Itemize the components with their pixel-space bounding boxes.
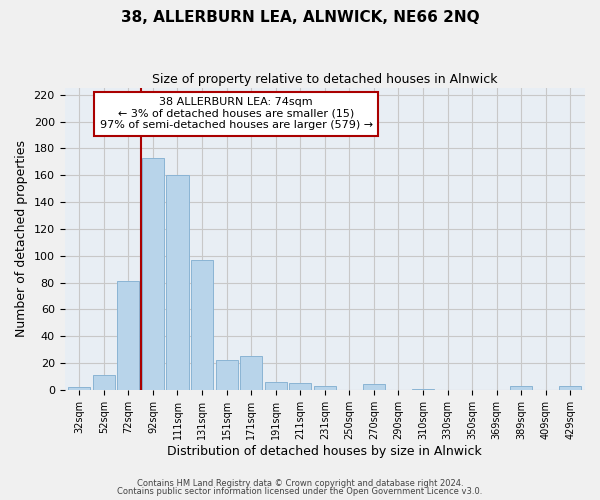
Title: Size of property relative to detached houses in Alnwick: Size of property relative to detached ho…	[152, 72, 497, 86]
Bar	[191, 260, 213, 390]
Bar	[166, 175, 188, 390]
Text: Contains public sector information licensed under the Open Government Licence v3: Contains public sector information licen…	[118, 487, 482, 496]
Bar	[118, 281, 139, 390]
Text: Contains HM Land Registry data © Crown copyright and database right 2024.: Contains HM Land Registry data © Crown c…	[137, 478, 463, 488]
Bar	[265, 382, 287, 390]
Bar	[215, 360, 238, 390]
Bar	[93, 375, 115, 390]
Bar	[314, 386, 336, 390]
Bar	[240, 356, 262, 390]
Y-axis label: Number of detached properties: Number of detached properties	[15, 140, 28, 338]
X-axis label: Distribution of detached houses by size in Alnwick: Distribution of detached houses by size …	[167, 444, 482, 458]
Bar	[363, 384, 385, 390]
Bar	[289, 383, 311, 390]
Bar	[142, 158, 164, 390]
Bar	[559, 386, 581, 390]
Bar	[510, 386, 532, 390]
Text: 38, ALLERBURN LEA, ALNWICK, NE66 2NQ: 38, ALLERBURN LEA, ALNWICK, NE66 2NQ	[121, 10, 479, 25]
Bar	[68, 387, 91, 390]
Bar	[412, 388, 434, 390]
Text: 38 ALLERBURN LEA: 74sqm
← 3% of detached houses are smaller (15)
97% of semi-det: 38 ALLERBURN LEA: 74sqm ← 3% of detached…	[100, 97, 373, 130]
